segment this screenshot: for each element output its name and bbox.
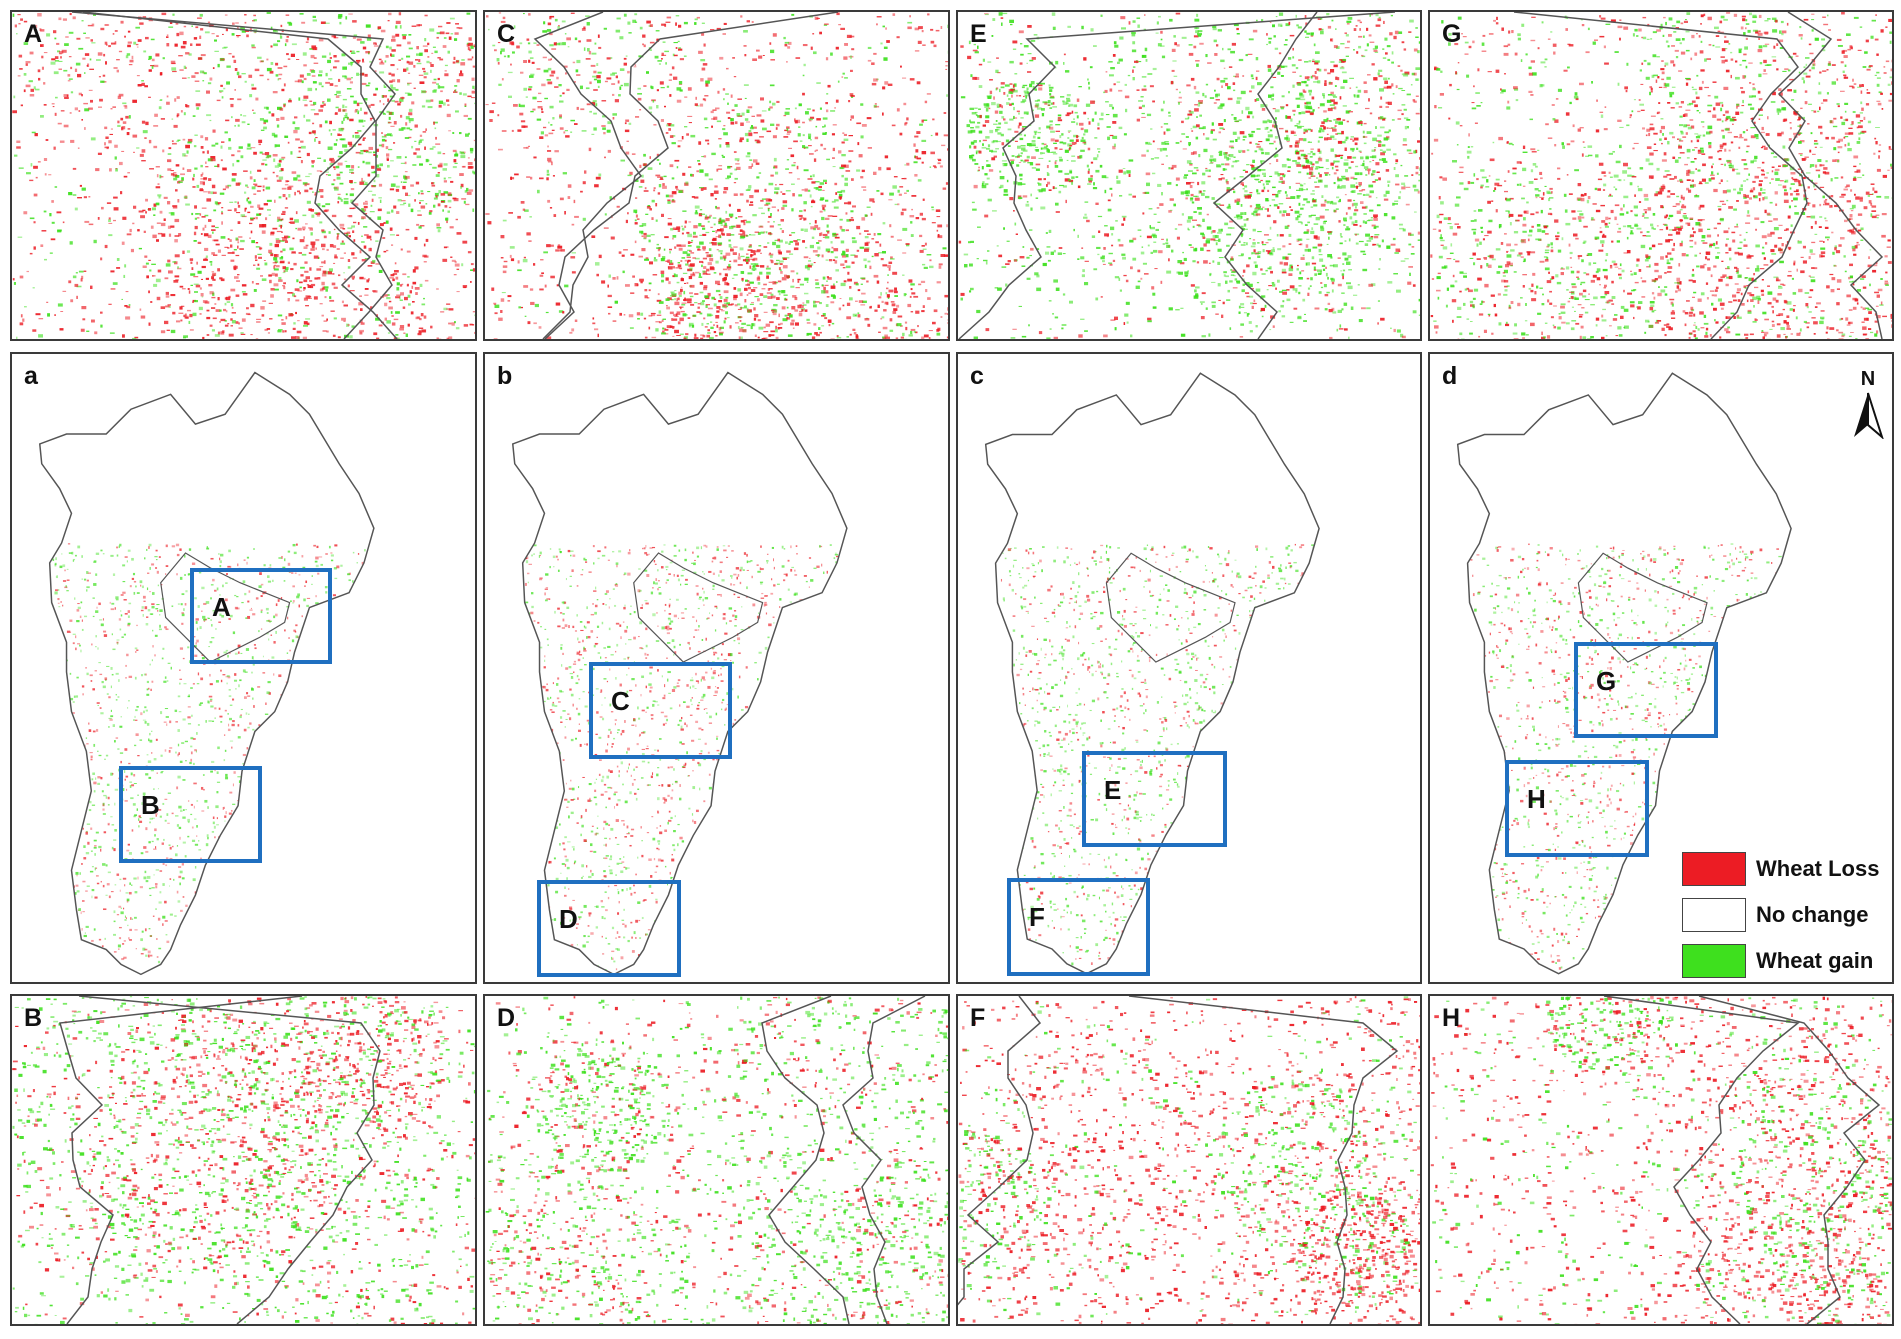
inset-box-E: E <box>1082 751 1227 847</box>
map-panel-b: b C D <box>483 352 950 984</box>
legend: Wheat Loss No change Wheat gain <box>1682 846 1879 982</box>
inset-box-B: B <box>119 766 262 863</box>
panel-label-F: F <box>970 1004 985 1033</box>
zoom-map-B <box>12 996 475 1324</box>
map-panel-a: a A B <box>10 352 477 984</box>
panel-label-A: A <box>24 20 42 49</box>
zoom-map-A <box>12 12 475 339</box>
panel-label-B: B <box>24 1004 42 1033</box>
map-panel-d: d G H N Wheat Loss No change Wheat gain <box>1428 352 1894 984</box>
region-map-a <box>38 371 375 976</box>
zoom-panel-F: F <box>956 994 1422 1326</box>
legend-swatch-wheat-loss <box>1682 852 1746 886</box>
legend-label-wheat-loss: Wheat Loss <box>1756 856 1879 882</box>
panel-label-G: G <box>1442 20 1461 49</box>
legend-item-wheat-gain: Wheat gain <box>1682 938 1879 982</box>
zoom-panel-C: C <box>483 10 950 341</box>
inset-label-G: G <box>1596 666 1616 697</box>
panel-label-c: c <box>970 362 984 391</box>
inset-box-F: F <box>1007 878 1150 976</box>
zoom-map-F <box>958 996 1420 1324</box>
inset-box-A: A <box>190 568 332 664</box>
zoom-panel-B: B <box>10 994 477 1326</box>
inset-label-B: B <box>141 790 160 821</box>
inset-label-D: D <box>559 904 578 935</box>
panel-label-d: d <box>1442 362 1457 391</box>
zoom-panel-G: G <box>1428 10 1894 341</box>
inset-label-F: F <box>1029 902 1045 933</box>
map-panel-c: c E F <box>956 352 1422 984</box>
inset-box-G: G <box>1574 642 1718 738</box>
zoom-map-G <box>1430 12 1892 339</box>
inset-box-D: D <box>537 880 681 977</box>
zoom-panel-E: E <box>956 10 1422 341</box>
zoom-map-C <box>485 12 948 339</box>
panel-label-a: a <box>24 362 38 391</box>
legend-item-no-change: No change <box>1682 892 1879 938</box>
inset-label-A: A <box>212 592 231 623</box>
inset-box-H: H <box>1505 760 1649 857</box>
panel-label-E: E <box>970 20 987 49</box>
legend-swatch-no-change <box>1682 898 1746 932</box>
north-arrow-label: N <box>1850 368 1886 391</box>
panel-label-D: D <box>497 1004 515 1033</box>
region-map-b <box>511 371 848 976</box>
zoom-panel-D: D <box>483 994 950 1326</box>
legend-item-wheat-loss: Wheat Loss <box>1682 846 1879 892</box>
north-arrow: N <box>1850 368 1886 444</box>
inset-label-H: H <box>1527 784 1546 815</box>
inset-box-C: C <box>589 662 732 759</box>
zoom-map-H <box>1430 996 1892 1324</box>
zoom-panel-A: A <box>10 10 477 341</box>
legend-label-wheat-gain: Wheat gain <box>1756 948 1873 974</box>
north-arrow-icon <box>1854 392 1885 441</box>
zoom-panel-H: H <box>1428 994 1894 1326</box>
panel-label-b: b <box>497 362 512 391</box>
zoom-map-D <box>485 996 948 1324</box>
zoom-map-E <box>958 12 1420 339</box>
legend-swatch-wheat-gain <box>1682 944 1746 978</box>
panel-label-C: C <box>497 20 515 49</box>
inset-label-E: E <box>1104 775 1121 806</box>
inset-label-C: C <box>611 686 630 717</box>
legend-label-no-change: No change <box>1756 902 1868 928</box>
panel-label-H: H <box>1442 1004 1460 1033</box>
